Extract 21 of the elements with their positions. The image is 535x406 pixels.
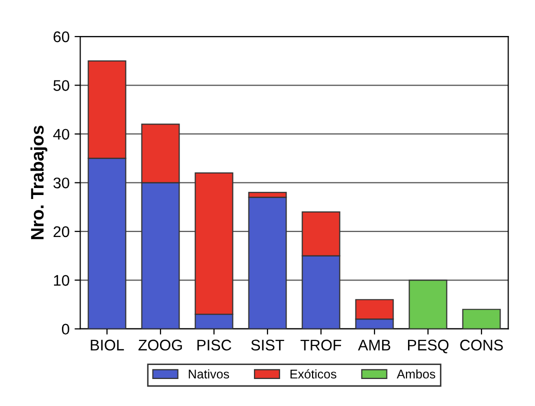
y-tick-label: 20 [54, 226, 70, 238]
x-tick-label: BIOL [90, 340, 124, 350]
bar [408, 280, 448, 329]
bar [462, 308, 501, 329]
legend-label: Exóticos [290, 369, 336, 379]
y-tick-label: 40 [53, 128, 70, 140]
y-tick-label: 50 [53, 80, 70, 91]
legend-label: Nativos [188, 369, 230, 379]
y-tick-label: 10 [54, 275, 70, 286]
x-tick-label: ZOOG [138, 340, 182, 350]
legend-label: Ambos [396, 369, 436, 379]
y-tick-label: 0 [62, 324, 70, 335]
x-tick-label: AMB [358, 340, 390, 350]
y-axis-title: Nro. Trabajos [30, 126, 48, 240]
x-tick-label: TROF [300, 340, 342, 350]
x-tick-label: PISC [197, 340, 232, 350]
x-tick-label: CONS [460, 340, 503, 350]
x-tick-label: PESQ [408, 340, 448, 354]
y-tick-label: 60 [54, 31, 70, 42]
x-tick-label: SIST [251, 340, 284, 350]
y-tick-label: 30 [53, 178, 70, 188]
